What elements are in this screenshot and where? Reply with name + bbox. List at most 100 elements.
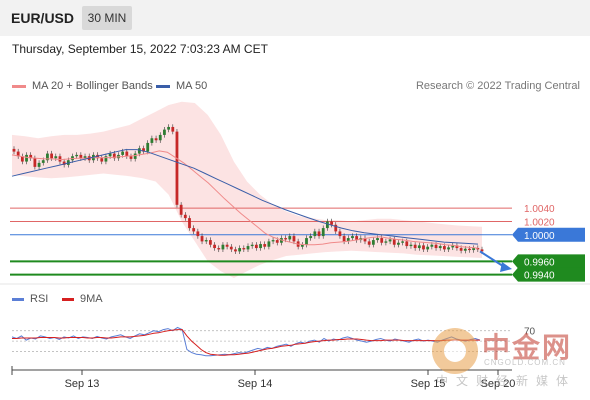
timestamp: Thursday, September 15, 2022 7:03:23 AM … [12, 42, 268, 56]
candle-body [183, 214, 187, 219]
candle-body [401, 241, 405, 243]
watermark-url: CNGOLD.COM.CN [484, 358, 566, 367]
candle-body [121, 151, 125, 155]
candle-body [409, 244, 413, 247]
candle-body [321, 228, 325, 237]
candle-body [104, 156, 108, 162]
timeframe-button[interactable]: 30 MIN [82, 6, 132, 30]
candle-body [142, 148, 145, 152]
legend-label-ma20: MA 20 + Bollinger Bands [32, 80, 153, 92]
candle-body [288, 236, 292, 240]
candle-body [292, 236, 296, 242]
candle-body [242, 248, 246, 250]
legend-ma50: MA 50 [156, 80, 207, 92]
bollinger-band-area [12, 101, 482, 278]
forecast-arrow-head [500, 262, 512, 273]
legend-swatch-ma50 [156, 84, 170, 88]
candle-body [313, 231, 317, 237]
legend-ma20-bb: MA 20 + Bollinger Bands [12, 80, 153, 92]
candle-body [267, 241, 271, 247]
candle-body [342, 236, 346, 242]
watermark-brand: 中金网 [482, 332, 573, 363]
candle-body [305, 238, 308, 245]
candle-body [334, 224, 338, 232]
candle-body [476, 248, 480, 250]
candle-body [167, 126, 171, 130]
candle-body [263, 244, 267, 247]
x-tick-label: Sep 14 [238, 378, 273, 390]
candle-body [300, 244, 304, 247]
legend-swatch-9ma [62, 297, 74, 301]
level-tag [512, 254, 585, 269]
candle-body [317, 231, 321, 237]
candle-body [388, 239, 392, 242]
candle-body [41, 160, 45, 163]
candle-body [125, 151, 129, 157]
candle-body [442, 246, 446, 250]
ma50-line [11, 149, 479, 245]
candle-body [108, 153, 112, 157]
candle-body [371, 240, 375, 245]
candle-body [363, 238, 367, 242]
candle-body [200, 236, 204, 242]
candle-body [413, 244, 417, 249]
candle-body [338, 231, 342, 237]
candle-body [229, 246, 233, 250]
rsi-9ma-line [12, 329, 480, 356]
level-label: 1.0040 [524, 204, 555, 215]
candle-body [158, 134, 162, 141]
candle-body [468, 248, 471, 251]
candle-body [133, 153, 137, 159]
candle-body [171, 126, 175, 132]
legend-label-rsi: RSI [30, 293, 49, 305]
candle-body [37, 162, 41, 167]
level-label: 0.9960 [524, 257, 555, 268]
candle-body [221, 244, 225, 250]
candle-body [346, 238, 350, 242]
candle-body [397, 242, 400, 245]
candle-body [196, 231, 200, 237]
watermark: 中金网 CNGOLD.COM.CN 中文财经新媒体 [432, 326, 590, 388]
candle-body [225, 244, 229, 247]
watermark-tagline: 中文财经新媒体 [436, 374, 577, 388]
candle-body [455, 245, 459, 249]
candle-body [367, 241, 371, 245]
candle-body [50, 153, 54, 159]
x-tick-label: Sep 15 [411, 378, 446, 390]
candle-body [112, 153, 116, 159]
candle-body [330, 221, 333, 225]
chart-header: EUR/USD 30 MIN [0, 0, 590, 36]
candle-body [12, 148, 16, 152]
candle-body [54, 156, 58, 159]
candle-body [146, 142, 150, 152]
candle-body [163, 129, 166, 135]
candle-body [16, 151, 20, 157]
candle-body [79, 154, 83, 159]
level-tag [512, 227, 585, 242]
candle-body [259, 244, 262, 249]
candle-body [463, 248, 467, 251]
candle-body [284, 238, 288, 240]
legend-swatch-ma20 [12, 84, 26, 88]
level-tag [512, 267, 585, 282]
candle-body [238, 248, 242, 252]
candle-body [275, 240, 279, 243]
candle-body [25, 154, 28, 162]
legend-9ma: 9MA [62, 293, 103, 305]
candle-body [426, 246, 430, 250]
candle-body [405, 241, 409, 247]
candle-body [434, 244, 438, 249]
candle-body [33, 158, 37, 167]
candle-body [83, 156, 87, 159]
legend-rsi: RSI [12, 293, 48, 305]
candle-body [380, 238, 384, 243]
candle-body [217, 248, 221, 250]
candle-body [129, 156, 133, 159]
candle-body [459, 248, 463, 251]
candle-body [254, 244, 258, 249]
candle-body [430, 244, 434, 247]
candle-body [234, 249, 237, 252]
candle-body [384, 241, 388, 243]
watermark-logo-icon [432, 328, 478, 374]
candle-body [438, 246, 442, 249]
